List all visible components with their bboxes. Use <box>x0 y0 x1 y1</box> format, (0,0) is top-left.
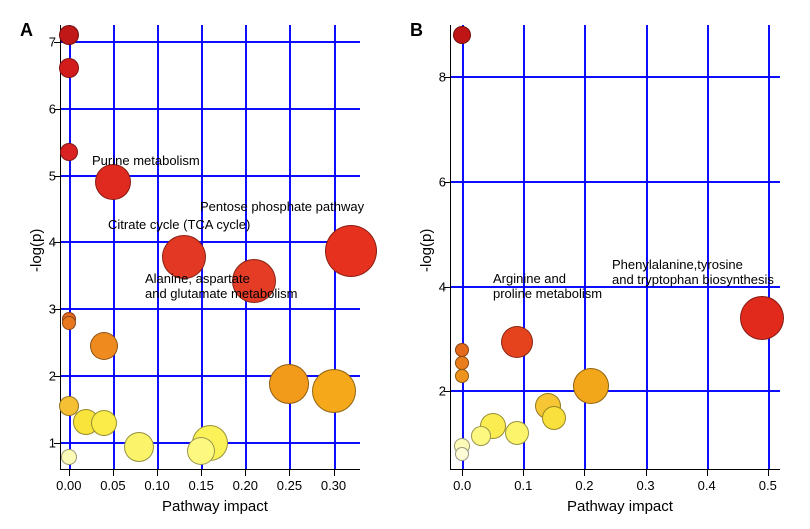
tick-x <box>334 470 335 476</box>
plot-area-b <box>450 25 780 470</box>
gridline-h <box>61 308 360 310</box>
bubble <box>325 225 377 277</box>
gridline-h <box>451 390 780 392</box>
gridline-v <box>768 25 770 469</box>
xtick-label: 0.2 <box>575 478 593 493</box>
bubble <box>91 410 117 436</box>
gridline-v <box>113 25 115 469</box>
ytick-label: 7 <box>38 34 56 49</box>
tick-x <box>289 470 290 476</box>
annotation: Purine metabolism <box>92 154 200 169</box>
bubble <box>455 343 469 357</box>
bubble <box>505 421 529 445</box>
ytick-label: 6 <box>38 101 56 116</box>
xtick-label: 0.1 <box>514 478 532 493</box>
x-axis-label: Pathway impact <box>155 498 275 515</box>
tick-x <box>201 470 202 476</box>
tick-x <box>646 470 647 476</box>
panel-letter-a: A <box>20 20 33 41</box>
bubble <box>455 356 469 370</box>
gridline-h <box>61 41 360 43</box>
y-axis-label: -log(p) <box>418 228 435 271</box>
gridline-v <box>157 25 159 469</box>
tick-x <box>462 470 463 476</box>
tick-x <box>707 470 708 476</box>
xtick-label: 0.15 <box>189 478 214 493</box>
annotation: Phenylalanine,tyrosine and tryptophan bi… <box>612 258 774 288</box>
ytick-label: 4 <box>428 279 446 294</box>
panel-letter-b: B <box>410 20 423 41</box>
bubble <box>453 26 471 44</box>
gridline-v <box>646 25 648 469</box>
x-axis-label: Pathway impact <box>560 498 680 515</box>
ytick-label: 8 <box>428 70 446 85</box>
tick-x <box>584 470 585 476</box>
xtick-label: 0.05 <box>100 478 125 493</box>
figure: { "panels": { "A": { "letter": "A", "plo… <box>0 0 810 529</box>
xtick-label: 0.00 <box>56 478 81 493</box>
bubble <box>62 316 76 330</box>
bubble <box>187 437 215 465</box>
xtick-label: 0.4 <box>698 478 716 493</box>
gridline-v <box>245 25 247 469</box>
bubble <box>61 449 77 465</box>
bubble <box>59 25 79 45</box>
xtick-label: 0.30 <box>321 478 346 493</box>
tick-x <box>523 470 524 476</box>
xtick-label: 0.20 <box>233 478 258 493</box>
gridline-v <box>707 25 709 469</box>
annotation: Citrate cycle (TCA cycle) <box>108 218 250 233</box>
gridline-v <box>462 25 464 469</box>
ytick-label: 3 <box>38 302 56 317</box>
annotation: Arginine and proline metabolism <box>493 272 602 302</box>
bubble <box>59 58 79 78</box>
bubble <box>124 432 154 462</box>
bubble <box>455 447 469 461</box>
tick-x <box>69 470 70 476</box>
gridline-v <box>523 25 525 469</box>
tick-x <box>768 470 769 476</box>
gridline-h <box>61 108 360 110</box>
ytick-label: 5 <box>38 168 56 183</box>
bubble <box>312 369 356 413</box>
bubble <box>501 326 533 358</box>
ytick-label: 6 <box>428 175 446 190</box>
tick-x <box>245 470 246 476</box>
ytick-label: 1 <box>38 436 56 451</box>
tick-x <box>157 470 158 476</box>
bubble <box>542 406 566 430</box>
tick-x <box>113 470 114 476</box>
bubble <box>471 426 491 446</box>
gridline-h <box>61 241 360 243</box>
y-axis-label: -log(p) <box>28 228 45 271</box>
xtick-label: 0.25 <box>277 478 302 493</box>
xtick-label: 0.5 <box>759 478 777 493</box>
bubble <box>269 364 309 404</box>
gridline-h <box>451 181 780 183</box>
xtick-label: 0.3 <box>637 478 655 493</box>
annotation: Alanine, aspartate and glutamate metabol… <box>145 272 297 302</box>
xtick-label: 0.10 <box>144 478 169 493</box>
bubble <box>455 369 469 383</box>
bubble <box>95 164 131 200</box>
bubble <box>740 296 784 340</box>
xtick-label: 0.0 <box>453 478 471 493</box>
bubble <box>60 143 78 161</box>
ytick-label: 2 <box>38 369 56 384</box>
bubble <box>90 332 118 360</box>
ytick-label: 2 <box>428 384 446 399</box>
gridline-h <box>451 76 780 78</box>
annotation: Pentose phosphate pathway <box>200 200 364 215</box>
bubble <box>573 368 609 404</box>
